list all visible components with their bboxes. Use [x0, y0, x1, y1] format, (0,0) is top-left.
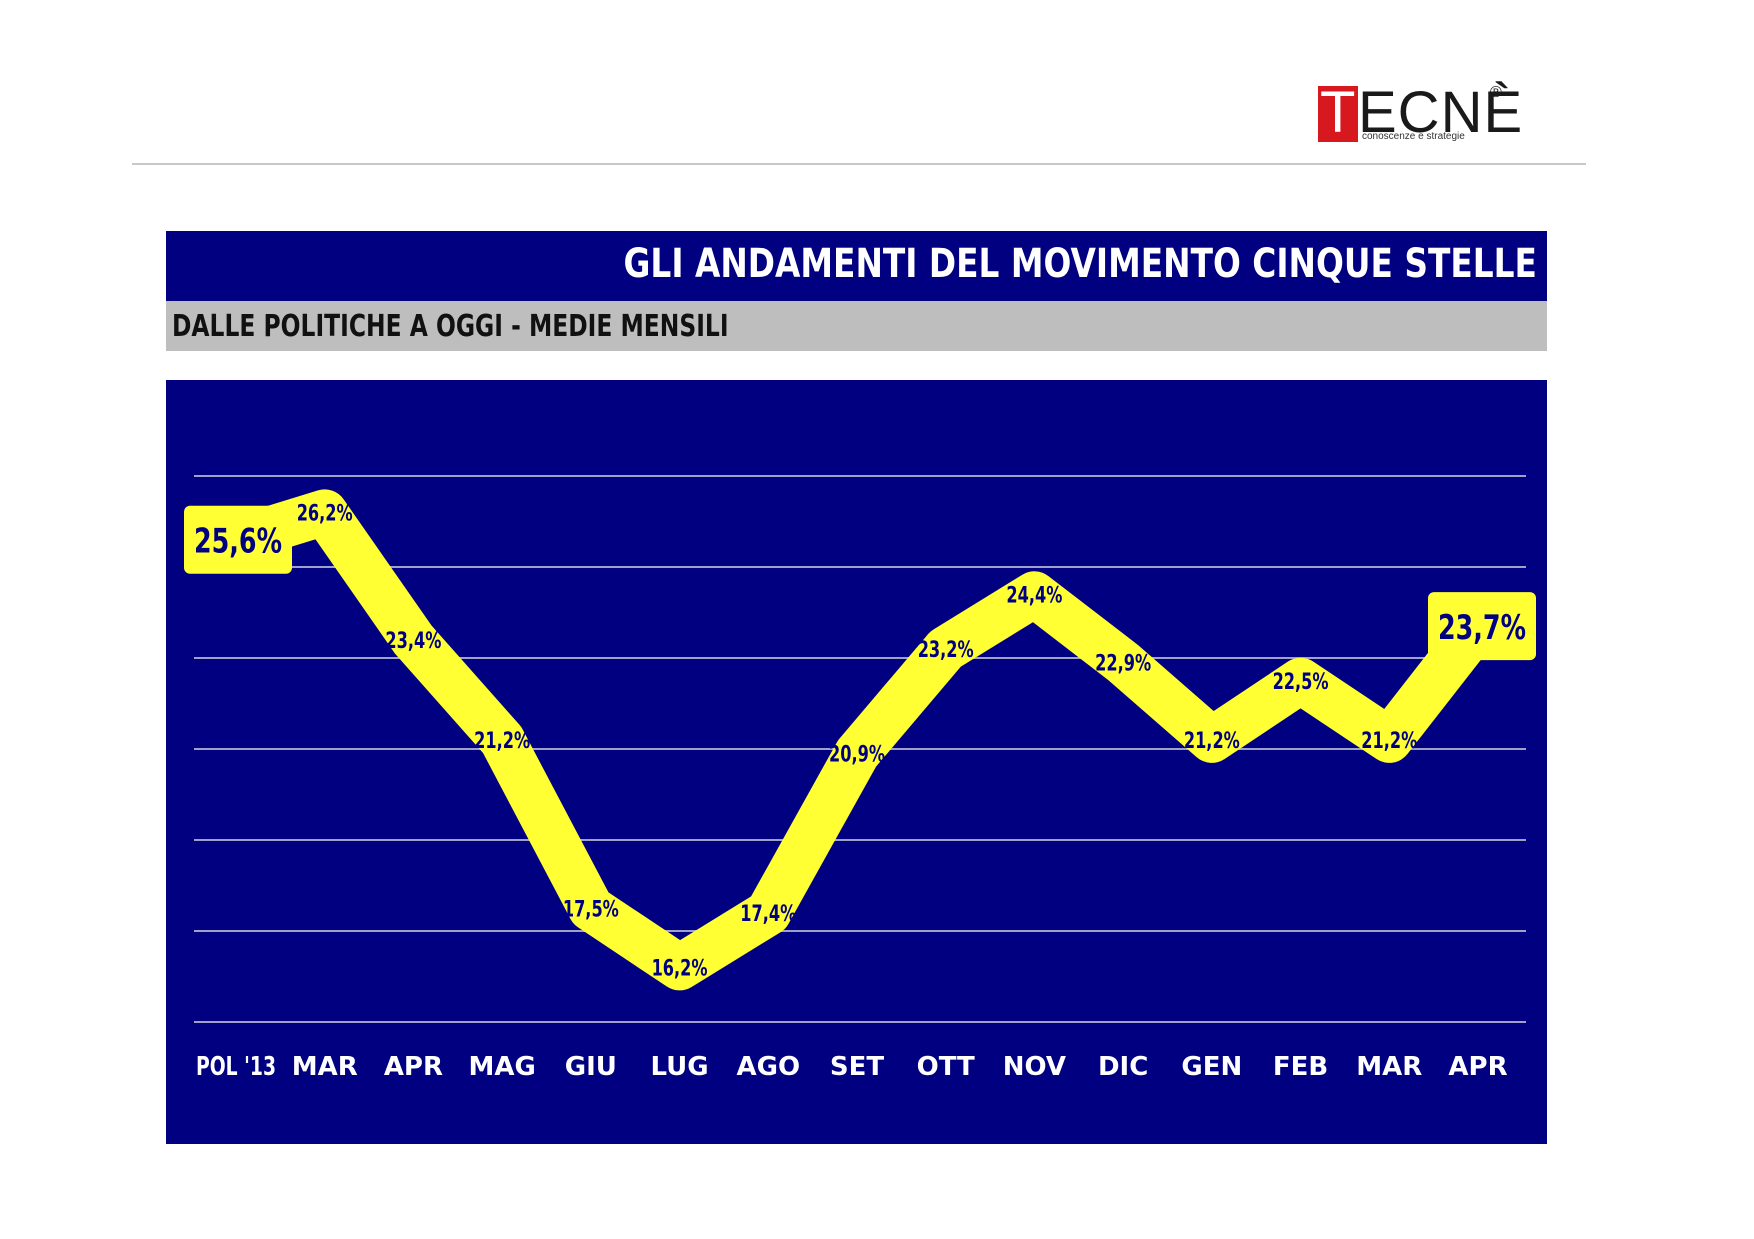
x-tick-label: APR [1448, 1052, 1507, 1082]
data-label: 21,2% [474, 729, 530, 754]
highlight-label-box [184, 505, 292, 574]
x-tick-label: FEB [1273, 1052, 1328, 1082]
logo-registered-mark: ® [1490, 84, 1502, 101]
x-tick-label: SET [830, 1052, 884, 1082]
data-label: 22,9% [1095, 652, 1151, 677]
x-tick-label: DIC [1098, 1052, 1148, 1082]
header-divider [132, 163, 1586, 165]
page-title: GLI ANDAMENTI DEL MOVIMENTO CINQUE STELL… [623, 241, 1537, 287]
highlight-label-box [1428, 592, 1536, 661]
data-label: 23,4% [385, 629, 441, 654]
data-label: 21,2% [1361, 729, 1417, 754]
x-tick-label: MAR [1356, 1052, 1422, 1082]
data-label: 21,2% [1184, 729, 1240, 754]
series-line-layer [213, 489, 1501, 991]
subtitle-bar: DALLE POLITICHE A OGGI - MEDIE MENSILI [166, 301, 1547, 351]
data-label: 16,2% [652, 956, 708, 981]
x-tick-label: APR [384, 1052, 443, 1082]
x-tick-label: LUG [651, 1052, 709, 1082]
page-subtitle: DALLE POLITICHE A OGGI - MEDIE MENSILI [172, 309, 729, 344]
tecne-logo: T ECNÈ ® conoscenze e strategie [1318, 80, 1522, 146]
x-axis-ticks: POL '13 MAR APR MAG GIU LUG AGO SET OTT NOV DIC GEN… [196, 1052, 1508, 1082]
x-tick-label: AGO [736, 1052, 800, 1082]
data-label: 25,6% [194, 522, 282, 562]
logo-tagline: conoscenze e strategie [1362, 131, 1465, 142]
x-tick-label: GIU [565, 1052, 617, 1082]
logo-red-box [1318, 86, 1358, 142]
data-label: 17,5% [563, 897, 619, 922]
x-tick-label: POL '13 [196, 1052, 276, 1082]
data-label: 17,4% [740, 902, 796, 927]
series-line [213, 489, 1501, 991]
data-label: 26,2% [297, 501, 353, 526]
data-label: 22,5% [1273, 670, 1329, 695]
x-tick-label: MAG [468, 1052, 535, 1082]
logo-letter-t: T [1320, 80, 1356, 145]
title-bar: GLI ANDAMENTI DEL MOVIMENTO CINQUE STELL… [166, 231, 1547, 301]
x-tick-label: MAR [292, 1052, 358, 1082]
data-label: 23,7% [1438, 608, 1526, 648]
logo-name: ECNÈ [1358, 80, 1524, 145]
data-labels: 25,6% 26,2% 23,4% 21,2% 17,5% 16,2% 17,4% 20,9%… [184, 501, 1536, 981]
x-tick-label: OTT [917, 1052, 975, 1082]
x-tick-label: NOV [1003, 1052, 1066, 1082]
data-label: 20,9% [829, 743, 885, 768]
data-label: 23,2% [918, 638, 974, 663]
x-tick-label: GEN [1181, 1052, 1242, 1082]
data-label: 24,4% [1006, 583, 1062, 608]
